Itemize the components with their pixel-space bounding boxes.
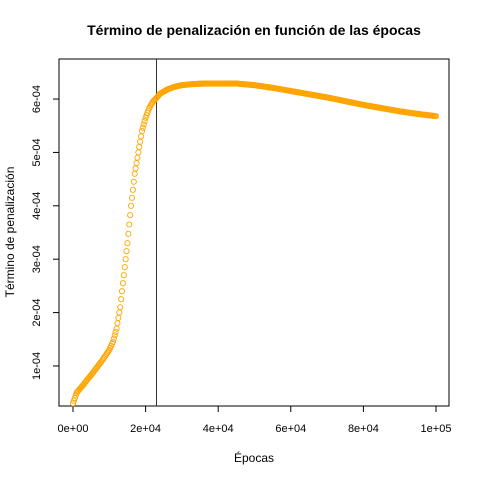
x-axis-label: Épocas xyxy=(234,450,274,465)
chart-title: Término de penalización en función de la… xyxy=(87,22,421,38)
y-tick-label: 3e-04 xyxy=(31,245,43,273)
x-tick-label: 6e+04 xyxy=(275,423,306,435)
data-point xyxy=(123,248,130,255)
data-point xyxy=(129,186,136,193)
data-point xyxy=(110,335,117,342)
x-tick-label: 4e+04 xyxy=(203,423,234,435)
data-point xyxy=(69,400,77,407)
data-point xyxy=(71,394,78,402)
x-tick-label: 8e+04 xyxy=(348,423,379,435)
data-point xyxy=(121,264,128,271)
data-point xyxy=(140,121,147,128)
y-tick-label: 5e-04 xyxy=(31,138,43,166)
data-point xyxy=(117,304,124,311)
x-axis: 0e+00 2e+04 4e+04 6e+04 8e+04 1e+05 xyxy=(58,405,452,435)
y-axis: 1e-04 2e-04 3e-04 4e-04 5e-04 6e-04 xyxy=(31,85,60,380)
data-point xyxy=(126,221,133,228)
data-point xyxy=(72,392,79,399)
data-point xyxy=(127,212,134,219)
data-point xyxy=(119,280,126,287)
x-tick-label: 0e+00 xyxy=(58,423,89,435)
data-point xyxy=(128,202,135,209)
data-point xyxy=(124,240,131,247)
data-point xyxy=(141,118,148,125)
x-tick-label: 2e+04 xyxy=(130,423,161,435)
data-point xyxy=(105,348,112,355)
data-point xyxy=(118,288,126,295)
data-point xyxy=(111,332,118,339)
data-points xyxy=(69,80,440,407)
data-point xyxy=(109,338,116,345)
data-point xyxy=(112,328,119,335)
data-point xyxy=(130,178,137,185)
data-point xyxy=(138,128,146,135)
data-point xyxy=(120,272,127,279)
y-axis-label: Término de penalización xyxy=(3,167,17,298)
data-point xyxy=(122,256,129,263)
y-tick-label: 6e-04 xyxy=(31,85,43,113)
data-point xyxy=(139,124,146,131)
data-point xyxy=(125,230,132,237)
data-point xyxy=(128,194,136,201)
x-tick-label: 1e+05 xyxy=(421,423,452,435)
data-point xyxy=(70,397,77,404)
y-tick-label: 1e-04 xyxy=(31,352,43,380)
data-point xyxy=(432,113,440,120)
y-tick-label: 4e-04 xyxy=(31,192,43,220)
y-tick-label: 2e-04 xyxy=(31,299,43,327)
data-point xyxy=(118,296,125,303)
